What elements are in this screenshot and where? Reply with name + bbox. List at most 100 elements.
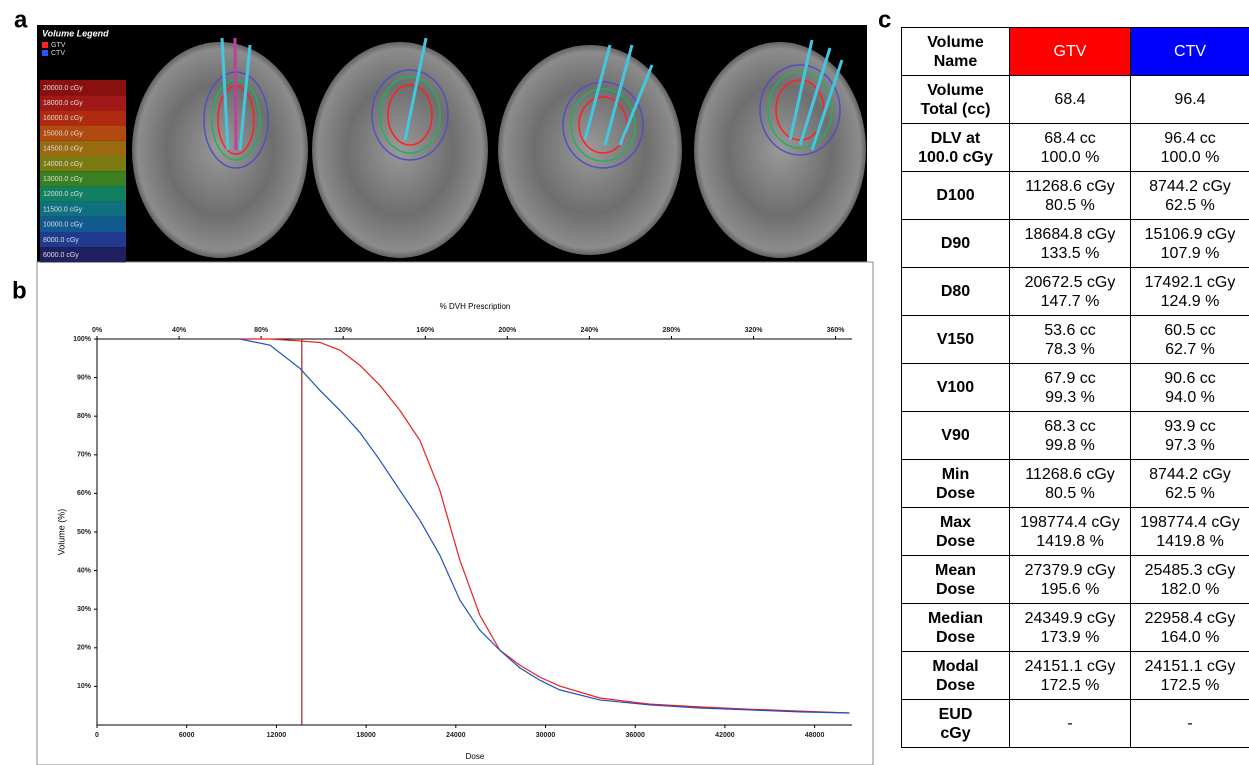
table-cell: Mean Dose: [902, 556, 1010, 604]
isodose-label: 6000.0 cGy: [43, 252, 79, 259]
y-tick-label: 60%: [77, 490, 92, 497]
y-tick-label: 30%: [77, 606, 92, 613]
table-cell: D100: [902, 172, 1010, 220]
y-tick-label: 10%: [77, 683, 92, 690]
x2-tick-label: 240%: [580, 327, 599, 334]
x2-tick-label: 160%: [416, 327, 435, 334]
panel-label: c: [878, 6, 891, 33]
table-cell: 11268.6 cGy 80.5 %: [1010, 460, 1131, 508]
table-cell: D80: [902, 268, 1010, 316]
x-tick-label: 36000: [625, 732, 645, 739]
isodose-label: 14500.0 cGy: [43, 146, 83, 153]
table-cell: V150: [902, 316, 1010, 364]
table-cell: 17492.1 cGy 124.9 %: [1131, 268, 1249, 316]
chart-frame: [37, 262, 873, 765]
x2-tick-label: 200%: [498, 327, 517, 334]
x-tick-label: 48000: [805, 732, 825, 739]
table-cell: Max Dose: [902, 508, 1010, 556]
table-cell: 198774.4 cGy 1419.8 %: [1131, 508, 1249, 556]
table-cell: 53.6 cc 78.3 %: [1010, 316, 1131, 364]
table-cell: GTV: [1010, 28, 1131, 76]
table-cell: Volume Name: [902, 28, 1010, 76]
x-axis-title: Dose: [466, 752, 485, 761]
table-cell: 18684.8 cGy 133.5 %: [1010, 220, 1131, 268]
table-cell: 22958.4 cGy 164.0 %: [1131, 604, 1249, 652]
y-tick-label: 40%: [77, 567, 92, 574]
isodose-label: 16000.0 cGy: [43, 115, 83, 122]
x-tick-label: 42000: [715, 732, 735, 739]
isodose-label: 15000.0 cGy: [43, 130, 83, 137]
table-cell: 68.4 cc 100.0 %: [1010, 124, 1131, 172]
table-row: Max Dose198774.4 cGy 1419.8 %198774.4 cG…: [902, 508, 1249, 556]
isodose-label: 14000.0 cGy: [43, 161, 83, 168]
legend-swatch: [42, 42, 48, 48]
table-cell: 68.3 cc 99.8 %: [1010, 412, 1131, 460]
x-tick-label: 12000: [267, 732, 287, 739]
table-cell: 11268.6 cGy 80.5 %: [1010, 172, 1131, 220]
table-cell: 27379.9 cGy 195.6 %: [1010, 556, 1131, 604]
table-cell: CTV: [1131, 28, 1249, 76]
table-row: Volume Total (cc)68.496.4: [902, 76, 1249, 124]
x-tick-label: 24000: [446, 732, 466, 739]
y-tick-label: 20%: [77, 645, 92, 652]
x2-tick-label: 360%: [827, 327, 846, 334]
table-cell: -: [1131, 700, 1249, 748]
y-axis-title: Volume (%): [56, 509, 66, 556]
y-tick-label: 100%: [73, 336, 92, 343]
table-cell: 24151.1 cGy 172.5 %: [1010, 652, 1131, 700]
table-row: V10067.9 cc 99.3 %90.6 cc 94.0 %: [902, 364, 1249, 412]
x2-tick-label: 280%: [663, 327, 682, 334]
table-cell: D90: [902, 220, 1010, 268]
table-cell: 96.4: [1131, 76, 1249, 124]
table-cell: V100: [902, 364, 1010, 412]
y-tick-label: 70%: [77, 452, 92, 459]
table-cell: 96.4 cc 100.0 %: [1131, 124, 1249, 172]
x2-tick-label: 80%: [254, 327, 269, 334]
panel-label: a: [14, 6, 28, 33]
table-cell: -: [1010, 700, 1131, 748]
legend-label: GTV: [51, 42, 66, 49]
table-cell: Modal Dose: [902, 652, 1010, 700]
table-cell: 20672.5 cGy 147.7 %: [1010, 268, 1131, 316]
table-cell: 15106.9 cGy 107.9 %: [1131, 220, 1249, 268]
x2-tick-label: 40%: [172, 327, 187, 334]
isodose-label: 8000.0 cGy: [43, 237, 79, 244]
isodose-label: 18000.0 cGy: [43, 100, 83, 107]
table-cell: 60.5 cc 62.7 %: [1131, 316, 1249, 364]
table-cell: EUD cGy: [902, 700, 1010, 748]
legend-label: CTV: [51, 50, 65, 57]
panel-label: b: [12, 277, 27, 304]
x2-tick-label: 0%: [92, 327, 103, 334]
legend-swatch: [42, 50, 48, 56]
table-row: EUD cGy--: [902, 700, 1249, 748]
x-tick-label: 6000: [179, 732, 195, 739]
table-cell: Median Dose: [902, 604, 1010, 652]
table-cell: 25485.3 cGy 182.0 %: [1131, 556, 1249, 604]
table-cell: 67.9 cc 99.3 %: [1010, 364, 1131, 412]
table-cell: 198774.4 cGy 1419.8 %: [1010, 508, 1131, 556]
y-tick-label: 80%: [77, 413, 92, 420]
x-tick-label: 0: [95, 732, 99, 739]
legend-title: Volume Legend: [42, 28, 109, 38]
table-cell: 8744.2 cGy 62.5 %: [1131, 460, 1249, 508]
x2-tick-label: 120%: [334, 327, 353, 334]
x-tick-label: 30000: [536, 732, 556, 739]
table-cell: Min Dose: [902, 460, 1010, 508]
table-cell: Volume Total (cc): [902, 76, 1010, 124]
table-cell: 8744.2 cGy 62.5 %: [1131, 172, 1249, 220]
x2-tick-label: 320%: [745, 327, 764, 334]
isodose-label: 13000.0 cGy: [43, 176, 83, 183]
table-cell: 90.6 cc 94.0 %: [1131, 364, 1249, 412]
table-cell: 24349.9 cGy 173.9 %: [1010, 604, 1131, 652]
table-cell: 24151.1 cGy 172.5 %: [1131, 652, 1249, 700]
